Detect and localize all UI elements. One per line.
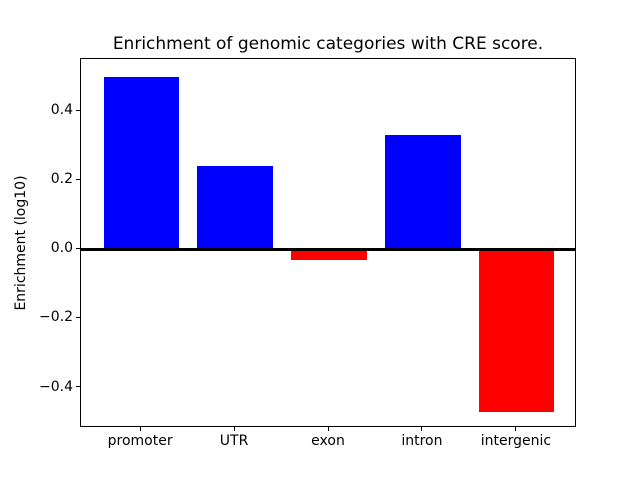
- y-tick-mark: [76, 316, 80, 318]
- bar-intergenic: [479, 249, 555, 412]
- x-tick-label-UTR: UTR: [219, 433, 249, 449]
- bar-exon: [291, 249, 367, 260]
- y-tick-label: 0.4: [50, 102, 73, 119]
- plot-area: [80, 58, 576, 427]
- x-tick-mark: [421, 427, 423, 431]
- y-tick-label: 0.0: [50, 240, 73, 257]
- y-tick-label: −0.2: [39, 309, 73, 326]
- y-tick-mark: [76, 178, 80, 180]
- chart-title: Enrichment of genomic categories with CR…: [112, 34, 544, 54]
- x-tick-mark: [327, 427, 329, 431]
- x-tick-label-intergenic: intergenic: [480, 433, 552, 449]
- bar-intron: [385, 135, 461, 250]
- y-tick-mark: [76, 386, 80, 388]
- x-tick-mark: [139, 427, 141, 431]
- x-tick-mark: [233, 427, 235, 431]
- y-tick-label: 0.2: [50, 171, 73, 188]
- y-tick-mark: [76, 247, 80, 249]
- x-tick-label-exon: exon: [311, 433, 345, 449]
- y-tick-label: −0.4: [39, 378, 73, 395]
- y-tick-mark: [76, 109, 80, 111]
- zero-baseline: [81, 247, 575, 251]
- x-tick-label-promoter: promoter: [107, 433, 173, 449]
- x-tick-mark: [515, 427, 517, 431]
- bar-UTR: [197, 166, 273, 250]
- x-tick-label-intron: intron: [401, 433, 443, 449]
- bar-promoter: [103, 76, 179, 250]
